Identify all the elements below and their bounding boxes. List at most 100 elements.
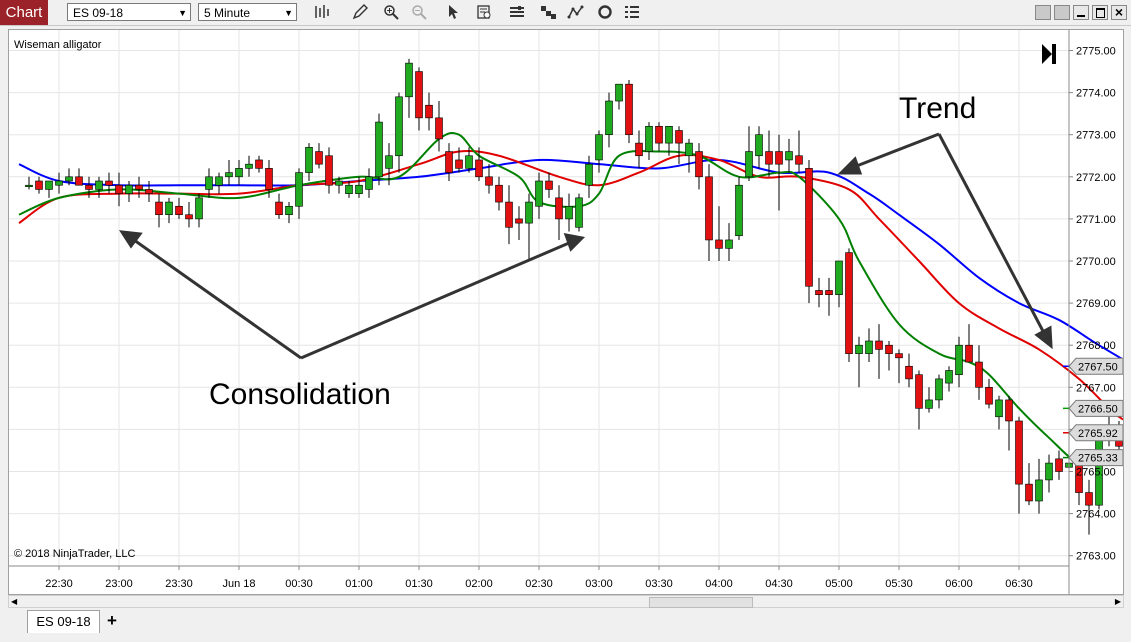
candle-down	[1085, 492, 1093, 506]
candle-down	[915, 374, 923, 409]
strategies-icon[interactable]	[566, 3, 586, 21]
trend-arrow-left-head	[837, 156, 863, 175]
scroll-right-icon[interactable]: ▶	[1114, 597, 1121, 606]
candle-down	[985, 386, 993, 405]
candle-down	[515, 218, 523, 224]
candle-up	[615, 83, 623, 102]
price-marker-label: 2765.92	[1078, 428, 1118, 440]
candlesticks	[25, 58, 1123, 535]
horizontal-scrollbar[interactable]: ◀ ▶	[8, 595, 1124, 608]
candle-down	[495, 184, 503, 203]
candle-up	[585, 163, 593, 186]
price-tick-label: 2774.00	[1076, 88, 1116, 100]
candle-down	[475, 159, 483, 178]
candle-down	[145, 189, 153, 194]
candle-up	[1045, 462, 1053, 481]
candle-down	[625, 83, 633, 136]
candle-down	[35, 180, 43, 190]
candle-up	[665, 125, 673, 144]
candle-up	[685, 142, 693, 157]
candle-up	[1035, 479, 1043, 502]
scroll-thumb[interactable]	[649, 597, 753, 608]
indicator-label: Wiseman alligator	[14, 39, 102, 51]
candle-down	[425, 104, 433, 119]
trend-arrow-right-head	[1034, 325, 1053, 350]
candle-down	[965, 344, 973, 363]
candle-up	[645, 125, 653, 152]
skip-to-end-icon[interactable]	[1042, 44, 1056, 64]
tab-es-09-18[interactable]: ES 09-18	[27, 610, 100, 633]
candle-down	[175, 205, 183, 215]
candle-down	[105, 180, 113, 186]
candle-down	[325, 155, 333, 186]
candle-down	[445, 151, 453, 173]
chart-panel[interactable]: 2775.00 2774.00 2773.00 2772.00 2771.00 2770.…	[8, 29, 1124, 595]
candle-up	[535, 180, 543, 207]
candle-up	[595, 134, 603, 161]
price-tick-label: 2770.00	[1076, 256, 1116, 268]
zoom-in-icon[interactable]	[381, 3, 401, 21]
bar-type-icon[interactable]	[312, 3, 332, 21]
close-button[interactable]: ×	[1111, 5, 1127, 20]
candle-down	[655, 125, 663, 144]
candle-down	[155, 201, 163, 215]
interval-selector[interactable]: 5 Minute ▼	[198, 3, 297, 21]
candle-down	[775, 151, 783, 165]
time-tick-label: 00:30	[285, 578, 313, 590]
list-icon[interactable]	[622, 3, 642, 21]
candle-down	[135, 184, 143, 190]
add-tab-button[interactable]: +	[107, 611, 117, 630]
candle-up	[375, 121, 383, 178]
price-marker-box	[1068, 399, 1123, 417]
candle-up	[935, 378, 943, 401]
chart-toolbar: Chart ES 09-18 ▼ 5 Minute ▼ ×	[0, 0, 1131, 26]
candle-up	[305, 147, 313, 173]
candle-down	[695, 151, 703, 178]
candle-up	[355, 184, 363, 194]
window-option-button[interactable]	[1035, 5, 1051, 20]
candle-up	[725, 239, 733, 249]
candle-up	[755, 134, 763, 157]
zoom-out-icon[interactable]	[409, 3, 429, 21]
maximize-button[interactable]	[1092, 5, 1108, 20]
pencil-icon[interactable]	[350, 3, 370, 21]
interval-value: 5 Minute	[204, 6, 251, 20]
price-tick-label: 2773.00	[1076, 130, 1116, 142]
candle-up	[95, 180, 103, 190]
price-chart[interactable]: 2775.00 2774.00 2773.00 2772.00 2771.00 2770.…	[9, 30, 1123, 594]
time-tick-label: 03:00	[585, 578, 613, 590]
window-option-button-2[interactable]	[1054, 5, 1070, 20]
candle-down	[545, 180, 553, 190]
instrument-selector[interactable]: ES 09-18 ▼	[67, 3, 191, 21]
time-tick-label: 04:30	[765, 578, 793, 590]
chart-window-tab[interactable]: Chart	[0, 0, 48, 25]
time-tick-label: 03:30	[645, 578, 673, 590]
templates-icon[interactable]	[538, 3, 558, 21]
maximize-icon	[1096, 8, 1105, 18]
candle-up	[945, 370, 953, 384]
alligator-teeth-line	[18, 150, 1123, 421]
pointer-icon[interactable]	[443, 3, 463, 21]
scroll-left-icon[interactable]: ◀	[11, 597, 18, 606]
price-tick-label: 2771.00	[1076, 214, 1116, 226]
consolidation-arrow-right-head	[563, 233, 586, 252]
price-tick-label: 2763.00	[1076, 551, 1116, 563]
candle-down	[505, 201, 513, 228]
data-box-icon[interactable]	[474, 3, 494, 21]
refresh-icon[interactable]	[595, 3, 615, 21]
trend-arrow-left	[853, 132, 940, 169]
price-tick-label: 2768.00	[1076, 340, 1116, 352]
candle-up	[925, 399, 933, 409]
candle-down	[255, 159, 263, 169]
consolidation-arrow-right	[300, 241, 570, 360]
consolidation-arrow-left	[133, 238, 302, 360]
candle-up	[125, 184, 133, 194]
minimize-button[interactable]	[1073, 5, 1089, 20]
properties-icon[interactable]	[507, 3, 527, 21]
candle-up	[565, 205, 573, 220]
price-marker-box	[1068, 357, 1123, 375]
candle-up	[865, 340, 873, 354]
candle-down	[875, 340, 883, 350]
candle-up	[335, 180, 343, 186]
candle-up	[245, 163, 253, 169]
